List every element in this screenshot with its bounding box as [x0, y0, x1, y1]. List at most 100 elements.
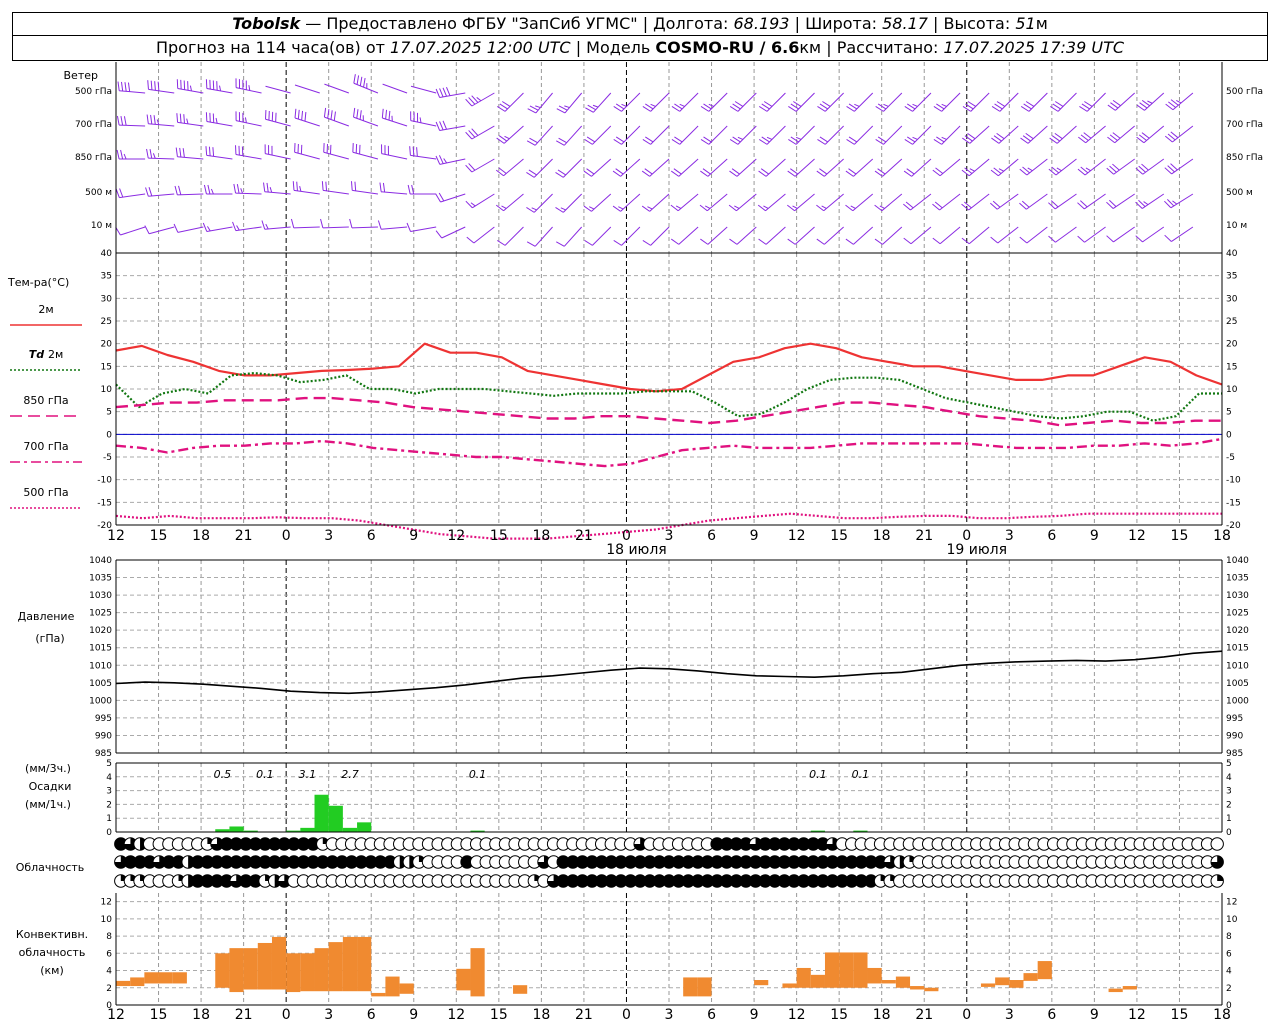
wind-barb — [729, 158, 757, 177]
wind-barb — [406, 222, 437, 233]
conv-bar — [470, 948, 485, 997]
barb-feather — [613, 139, 622, 145]
barb-feather — [877, 168, 886, 175]
time-tick-bottom: 18 — [192, 1007, 210, 1023]
barb-feather — [734, 205, 740, 209]
barb-feather — [1109, 134, 1118, 141]
cloud-cover-symbol — [229, 874, 243, 888]
barb-feather — [845, 204, 854, 212]
cloud-cover-symbol — [287, 837, 301, 851]
barb-feather — [470, 202, 476, 207]
cloud-fill — [624, 855, 637, 869]
barb-staff — [677, 193, 699, 212]
barb-feather — [1019, 202, 1027, 210]
barb-feather — [1166, 198, 1175, 207]
cloud-fill — [691, 874, 705, 888]
barb-feather — [359, 110, 362, 120]
barb-staff — [381, 226, 408, 230]
barb-staff — [265, 153, 291, 160]
temp-tick-right: 40 — [1226, 249, 1238, 259]
barb-staff — [382, 117, 408, 127]
barb-staff — [265, 85, 291, 94]
wind-barb — [729, 92, 757, 112]
barb-staff — [410, 154, 437, 160]
barb-feather — [555, 207, 564, 213]
cloud-fill — [239, 855, 253, 869]
barb-feather — [998, 168, 1004, 172]
barb-feather — [435, 193, 441, 203]
barb-feather — [961, 237, 970, 245]
conv-bar — [328, 942, 343, 992]
barb-staff — [1085, 125, 1106, 144]
cloud-fill — [614, 874, 628, 888]
barb-feather — [1139, 102, 1148, 109]
wind-barb — [497, 226, 524, 246]
barb-staff — [708, 125, 728, 145]
conv-bar — [895, 976, 911, 988]
barb-staff — [148, 88, 175, 94]
barb-feather — [409, 146, 411, 156]
barb-staff — [439, 158, 466, 165]
barb-feather — [912, 136, 918, 140]
legend-label: 500 гПа — [23, 486, 68, 499]
barb-feather — [758, 106, 768, 112]
time-tick-bottom: 3 — [665, 1007, 674, 1023]
cloud-fill — [566, 855, 580, 869]
wind-barb — [612, 158, 641, 177]
barb-staff — [533, 158, 553, 178]
time-tick-bottom: 3 — [324, 1007, 333, 1023]
barb-feather — [786, 204, 795, 212]
temp-tick-right: -15 — [1226, 498, 1241, 508]
altitude-value: 51 — [1015, 14, 1036, 33]
wind-barb — [324, 83, 350, 94]
conv-tick-left: 0 — [106, 1001, 112, 1011]
barb-feather — [790, 168, 799, 175]
wind-barb — [845, 226, 874, 245]
barb-feather — [904, 139, 913, 145]
precip-sum: 0.1 — [469, 768, 487, 781]
cloud-fill — [768, 855, 781, 869]
time-tick: 18 — [532, 528, 550, 544]
barb-feather — [497, 106, 506, 112]
barb-feather — [964, 135, 973, 142]
wind-barb — [116, 149, 146, 160]
precip-tick-left: 1 — [106, 814, 112, 824]
wind-barb — [1136, 92, 1165, 111]
barb-staff — [1028, 92, 1048, 112]
cloud-cover-symbol — [306, 837, 320, 851]
barb-feather — [670, 204, 679, 212]
barb-feather — [964, 167, 973, 174]
longitude-label: Долгота: — [653, 14, 729, 33]
wind-barb — [817, 92, 844, 112]
wind-barb — [874, 226, 903, 245]
wind-barb — [816, 193, 844, 212]
wind-barb — [176, 79, 204, 94]
wind-barb — [1020, 125, 1048, 144]
wind-barb — [350, 181, 379, 195]
wind-barb — [264, 144, 291, 160]
wind-barb — [845, 193, 874, 212]
cloud-cover-symbol — [546, 874, 561, 888]
barb-feather — [647, 206, 653, 210]
cloud-fill — [566, 874, 580, 888]
cloud-fill — [787, 837, 801, 851]
wind-barb — [816, 226, 844, 245]
barb-feather — [1109, 165, 1117, 173]
cloud-cover-symbol — [681, 874, 695, 888]
cloud-cover-symbol — [825, 874, 840, 888]
cloud-fill — [749, 837, 762, 851]
barb-feather — [673, 168, 682, 175]
time-tick-bottom: 21 — [575, 1007, 593, 1023]
wind-barb — [173, 223, 204, 233]
barb-staff — [1115, 92, 1136, 111]
barb-feather — [1138, 134, 1147, 141]
wind-barb — [147, 80, 175, 94]
cloud-fill — [662, 874, 676, 888]
cloud-fill — [114, 855, 128, 869]
barb-feather — [416, 147, 418, 157]
barb-feather — [528, 169, 537, 176]
conv-bar — [271, 936, 287, 990]
wind-barb — [1078, 125, 1106, 144]
precip-bar — [243, 830, 258, 832]
time-tick-bottom: 9 — [750, 1007, 759, 1023]
